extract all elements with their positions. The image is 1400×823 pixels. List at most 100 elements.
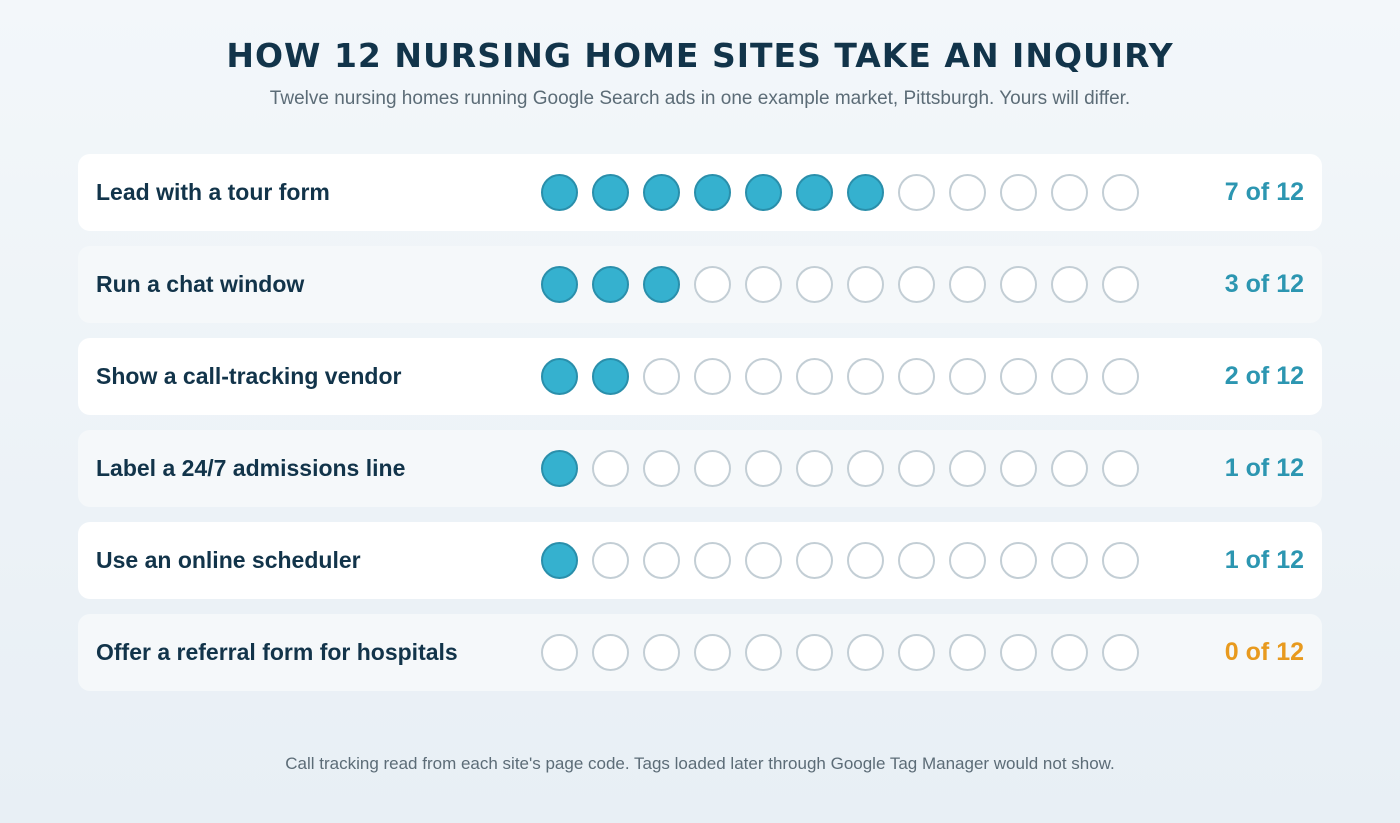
filled-dot xyxy=(592,358,629,395)
empty-dot xyxy=(1051,634,1088,671)
empty-dot xyxy=(745,542,782,579)
row-label: Lead with a tour form xyxy=(96,179,330,205)
row-label: Use an online scheduler xyxy=(96,547,361,573)
empty-dot xyxy=(1000,450,1037,487)
empty-dot xyxy=(1051,542,1088,579)
empty-dot xyxy=(1000,174,1037,211)
empty-dot xyxy=(541,634,578,671)
empty-dot xyxy=(592,450,629,487)
filled-dot xyxy=(541,542,578,579)
empty-dot xyxy=(1000,634,1037,671)
dot-track xyxy=(541,266,1139,303)
empty-dot xyxy=(796,634,833,671)
empty-dot xyxy=(643,634,680,671)
empty-dot xyxy=(898,358,935,395)
empty-dot xyxy=(1102,450,1139,487)
empty-dot xyxy=(796,266,833,303)
dot-track xyxy=(541,358,1139,395)
empty-dot xyxy=(1051,450,1088,487)
empty-dot xyxy=(949,450,986,487)
footnote: Call tracking read from each site's page… xyxy=(285,754,1115,773)
row-count: 3 of 12 xyxy=(1224,270,1304,298)
empty-dot xyxy=(898,174,935,211)
empty-dot xyxy=(1102,266,1139,303)
dot-track xyxy=(541,634,1139,671)
empty-dot xyxy=(643,358,680,395)
chart-row: Use an online scheduler 1 of 12 xyxy=(78,522,1322,599)
row-label: Run a chat window xyxy=(96,271,305,297)
chart-row: Offer a referral form for hospitals 0 of … xyxy=(78,614,1322,691)
empty-dot xyxy=(1102,634,1139,671)
filled-dot xyxy=(541,174,578,211)
filled-dot xyxy=(694,174,731,211)
empty-dot xyxy=(694,542,731,579)
empty-dot xyxy=(1051,358,1088,395)
empty-dot xyxy=(1000,358,1037,395)
empty-dot xyxy=(949,542,986,579)
empty-dot xyxy=(898,634,935,671)
filled-dot xyxy=(541,266,578,303)
empty-dot xyxy=(643,450,680,487)
empty-dot xyxy=(949,358,986,395)
row-count: 2 of 12 xyxy=(1224,362,1304,390)
filled-dot xyxy=(745,174,782,211)
row-count: 7 of 12 xyxy=(1224,178,1304,206)
row-count: 0 of 12 xyxy=(1224,638,1304,666)
empty-dot xyxy=(1102,542,1139,579)
dot-track xyxy=(541,174,1139,211)
empty-dot xyxy=(949,266,986,303)
chart-row: Label a 24/7 admissions line 1 of 12 xyxy=(78,430,1322,507)
empty-dot xyxy=(694,634,731,671)
dot-rows: Lead with a tour form 7 of 12 Run a chat w… xyxy=(78,154,1322,706)
chart-subtitle: Twelve nursing homes running Google Sear… xyxy=(269,88,1131,109)
filled-dot xyxy=(541,358,578,395)
chart-row: Run a chat window 3 of 12 xyxy=(78,246,1322,323)
empty-dot xyxy=(694,358,731,395)
chart-row: Lead with a tour form 7 of 12 xyxy=(78,154,1322,231)
empty-dot xyxy=(1102,174,1139,211)
row-label: Label a 24/7 admissions line xyxy=(96,455,406,481)
empty-dot xyxy=(847,266,884,303)
dot-track xyxy=(541,542,1139,579)
row-count: 1 of 12 xyxy=(1224,546,1304,574)
empty-dot xyxy=(592,542,629,579)
row-label: Offer a referral form for hospitals xyxy=(96,639,458,665)
empty-dot xyxy=(847,542,884,579)
empty-dot xyxy=(694,450,731,487)
empty-dot xyxy=(592,634,629,671)
empty-dot xyxy=(745,266,782,303)
filled-dot xyxy=(592,174,629,211)
chart-row: Show a call-tracking vendor 2 of 12 xyxy=(78,338,1322,415)
filled-dot xyxy=(796,174,833,211)
empty-dot xyxy=(1102,358,1139,395)
empty-dot xyxy=(898,542,935,579)
row-label: Show a call-tracking vendor xyxy=(96,363,402,389)
empty-dot xyxy=(745,450,782,487)
empty-dot xyxy=(745,358,782,395)
row-count: 1 of 12 xyxy=(1224,454,1304,482)
empty-dot xyxy=(847,450,884,487)
empty-dot xyxy=(898,450,935,487)
empty-dot xyxy=(847,634,884,671)
empty-dot xyxy=(796,450,833,487)
empty-dot xyxy=(745,634,782,671)
empty-dot xyxy=(694,266,731,303)
empty-dot xyxy=(1000,542,1037,579)
empty-dot xyxy=(898,266,935,303)
filled-dot xyxy=(592,266,629,303)
empty-dot xyxy=(949,174,986,211)
empty-dot xyxy=(847,358,884,395)
empty-dot xyxy=(643,542,680,579)
dot-track xyxy=(541,450,1139,487)
filled-dot xyxy=(847,174,884,211)
filled-dot xyxy=(643,174,680,211)
empty-dot xyxy=(1000,266,1037,303)
empty-dot xyxy=(1051,174,1088,211)
filled-dot xyxy=(541,450,578,487)
empty-dot xyxy=(796,358,833,395)
filled-dot xyxy=(643,266,680,303)
empty-dot xyxy=(949,634,986,671)
empty-dot xyxy=(1051,266,1088,303)
chart-title: HOW 12 NURSING HOME SITES TAKE AN INQUIR… xyxy=(226,36,1174,75)
empty-dot xyxy=(796,542,833,579)
